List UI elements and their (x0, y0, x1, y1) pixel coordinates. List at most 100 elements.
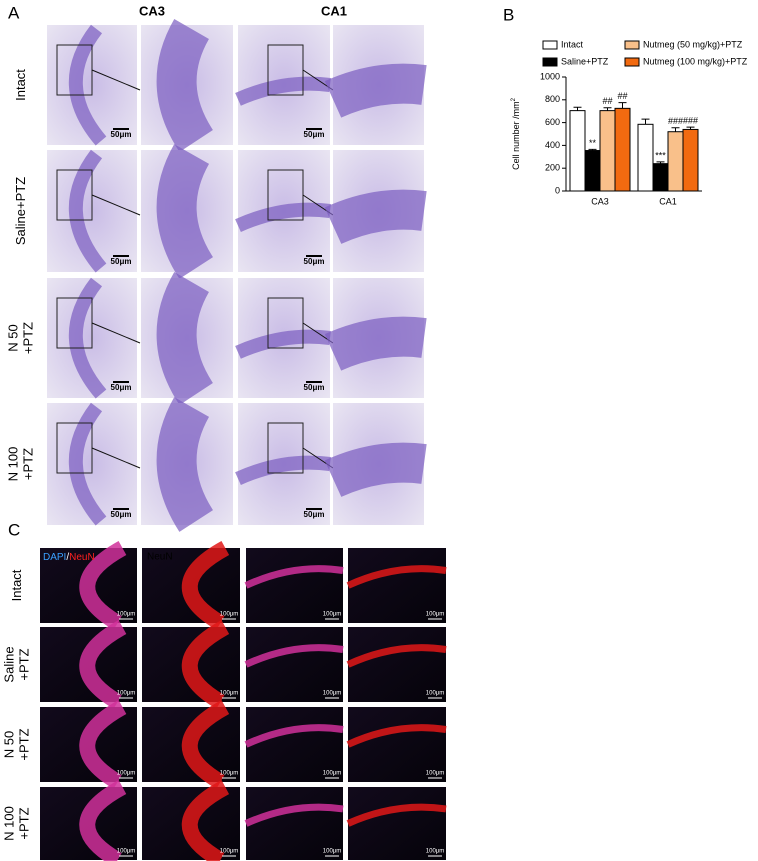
significance-label: ### (683, 116, 698, 126)
scale-bar-label: 100μm (220, 771, 238, 777)
fluorescence-image (348, 787, 446, 860)
legend-swatch (624, 40, 640, 50)
stain-label-part: / (66, 552, 69, 563)
fluorescence-image (348, 627, 446, 702)
inset-arrow (91, 69, 141, 91)
stain-label-part: DAPI (43, 552, 66, 563)
scale-bar-label: 100μm (117, 849, 135, 855)
bar (569, 110, 586, 192)
cell-layer (156, 397, 214, 532)
scale-bar-label: 100μm (323, 691, 341, 697)
cell-layer (235, 455, 331, 486)
cell-layer (68, 277, 107, 399)
row-label-line: N 50 (6, 324, 21, 351)
error-bar (656, 161, 665, 164)
row-label-line: Saline+PTZ (13, 177, 28, 245)
cell-layer (156, 19, 214, 152)
x-tick-label: CA3 (591, 196, 609, 206)
cell-layer (324, 63, 427, 118)
neun-layer (79, 619, 127, 709)
cell-layer (156, 272, 214, 405)
bar (682, 128, 699, 192)
legend-label: Nutmeg (100 mg/kg)+PTZ (643, 56, 748, 66)
bar (652, 163, 669, 192)
row-label-line: +PTZ (21, 448, 36, 480)
row-label-line: N 100 (2, 806, 17, 841)
error-bar (686, 126, 695, 130)
y-tick-label: 0 (555, 185, 560, 195)
significance-label: *** (655, 150, 666, 160)
cell-layer (235, 329, 331, 359)
neun-layer (244, 724, 344, 748)
fluorescence-image (348, 548, 446, 623)
neun-layer (346, 565, 447, 589)
x-tick-label: CA1 (659, 196, 677, 206)
row-label: Saline+PTZ (2, 646, 32, 682)
neun-layer (346, 644, 447, 668)
scale-bar-label: 100μm (323, 771, 341, 777)
bar (637, 123, 654, 192)
fluorescence-image (246, 707, 343, 782)
y-axis-label: Cell number /mm2 (511, 97, 522, 170)
scale-bar-label: 100μm (323, 849, 341, 855)
significance-label: ## (617, 91, 627, 101)
error-bar (573, 106, 582, 111)
cell-layer (68, 24, 107, 146)
scale-bar-label: 50μm (304, 510, 325, 519)
error-bar (641, 118, 650, 125)
cell-layer (68, 149, 107, 273)
scale-bar-label: 100μm (426, 849, 444, 855)
row-label: N 50+PTZ (2, 728, 32, 760)
fluorescence-image (246, 787, 343, 860)
inset-arrow (91, 447, 141, 469)
cell-layer (156, 144, 214, 279)
legend-label: Saline+PTZ (561, 56, 609, 66)
scale-bar-label: 50μm (304, 383, 325, 392)
cell-layer (235, 202, 331, 233)
column-heading: CA1 (321, 3, 347, 18)
neun-layer (244, 644, 344, 668)
fluorescence-image (246, 627, 343, 702)
cell-layer (324, 189, 427, 244)
row-label: Intact (13, 69, 28, 101)
fluorescence-image (246, 548, 343, 623)
neun-layer (79, 699, 127, 789)
scale-bar-label: 50μm (111, 383, 132, 392)
neun-layer (181, 699, 230, 789)
stain-label: DAPI/NeuN (43, 552, 95, 563)
y-tick-label: 800 (545, 94, 560, 104)
neun-layer (346, 803, 447, 827)
stain-label: NeuN (147, 552, 173, 563)
scale-bar-label: 50μm (111, 257, 132, 266)
bar (614, 107, 631, 192)
significance-label: ## (602, 96, 612, 106)
significance-label: ** (589, 138, 597, 148)
row-label-line: +PTZ (21, 322, 36, 354)
legend-label: Nutmeg (50 mg/kg)+PTZ (643, 39, 743, 49)
y-tick-label: 600 (545, 117, 560, 127)
significance-label: ### (668, 116, 683, 126)
legend-swatch (542, 57, 558, 67)
row-label: N 100+PTZ (6, 447, 36, 482)
bar (599, 110, 616, 192)
legend-swatch (624, 57, 640, 67)
cell-layer (235, 76, 331, 106)
scale-bar-label: 100μm (220, 612, 238, 618)
scale-bar-label: 50μm (111, 130, 132, 139)
y-tick-label: 200 (545, 163, 560, 173)
error-bar (618, 102, 627, 109)
scale-bar-label: 50μm (304, 257, 325, 266)
bar (667, 131, 684, 192)
column-heading: CA3 (139, 3, 165, 18)
scale-bar-label: 100μm (426, 612, 444, 618)
row-label-line: +PTZ (17, 807, 32, 839)
error-bar (603, 107, 612, 111)
scale-bar-label: 100μm (323, 612, 341, 618)
bar (584, 150, 601, 192)
cell-layer (324, 316, 427, 371)
panel-a-label: A (8, 3, 20, 22)
scale-bar-label: 100μm (117, 691, 135, 697)
y-tick-label: 400 (545, 140, 560, 150)
row-label-line: +PTZ (17, 728, 32, 760)
